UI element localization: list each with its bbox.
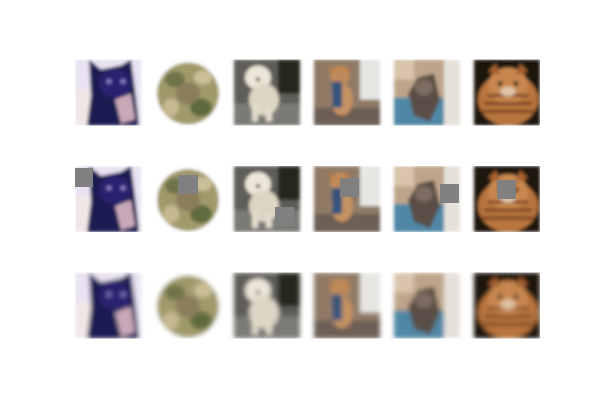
- image-tile: [314, 166, 380, 232]
- image-tile: [394, 59, 460, 126]
- row-reconstructed: [75, 272, 540, 339]
- image-tile: [75, 59, 141, 126]
- occlusion-patch: [340, 178, 359, 197]
- row-occluded: [75, 166, 540, 232]
- occlusion-patch: [178, 175, 198, 194]
- image-tile: [314, 59, 380, 126]
- image-tile: [474, 272, 540, 339]
- row-original: [75, 59, 540, 126]
- image-tile: [155, 272, 221, 339]
- image-tile: [314, 272, 380, 339]
- occlusion-patch: [275, 207, 294, 226]
- image-tile: [234, 272, 300, 339]
- occlusion-patch: [75, 168, 93, 187]
- occlusion-patch: [440, 184, 459, 203]
- image-tile: [474, 59, 540, 126]
- tiles: [75, 166, 540, 232]
- image-tile: [155, 59, 221, 126]
- image-tile: [234, 59, 300, 126]
- image-tile: [75, 272, 141, 339]
- occlusion-patch: [497, 180, 516, 199]
- image-tile: [394, 272, 460, 339]
